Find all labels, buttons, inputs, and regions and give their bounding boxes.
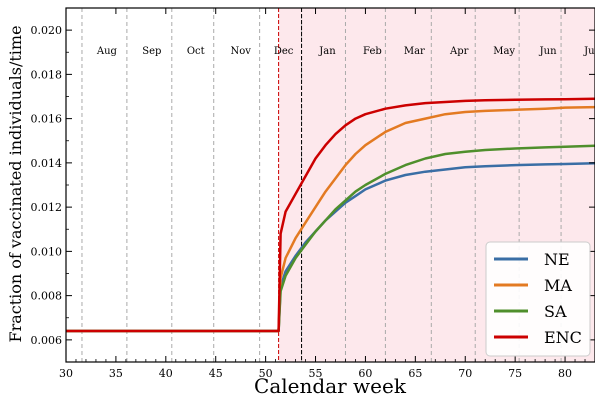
series-line-ne — [66, 162, 595, 333]
y-axis-title: Fraction of vaccinated individuals/time — [6, 25, 25, 342]
x-tick-label-35: 35 — [109, 367, 123, 380]
month-label-nov: Nov — [230, 46, 251, 57]
month-label-mar: Mar — [404, 46, 425, 57]
legend: NE MA SA ENC — [485, 241, 591, 357]
x-tick-label-65: 65 — [408, 367, 422, 380]
y-tick-label-7: 0.020 — [31, 24, 63, 37]
month-label-apr: Apr — [449, 46, 469, 57]
y-tick-label-6: 0.018 — [31, 68, 63, 81]
x-tick-label-80: 80 — [558, 367, 572, 380]
legend-label-ma: MA — [544, 276, 572, 295]
x-tick-label-50: 50 — [259, 367, 273, 380]
series-line-ma — [66, 105, 595, 333]
legend-label-ne: NE — [544, 250, 570, 269]
month-label-oct: Oct — [187, 46, 205, 57]
y-tick-label-3: 0.012 — [31, 201, 63, 214]
series-layer — [66, 97, 595, 333]
x-tick-label-45: 45 — [209, 367, 223, 380]
month-label-jan: Jan — [318, 46, 336, 57]
month-label-dec: Dec — [274, 46, 294, 57]
x-tick-label-40: 40 — [159, 367, 173, 380]
x-tick-label-30: 30 — [59, 367, 73, 380]
month-label-feb: Feb — [363, 46, 382, 57]
month-label-jul: Jul — [583, 46, 595, 57]
y-tick-label-1: 0.008 — [31, 290, 63, 303]
y-tick-label-0: 0.006 — [31, 334, 63, 347]
x-tick-label-60: 60 — [358, 367, 372, 380]
y-tick-label-5: 0.016 — [31, 113, 63, 126]
month-label-layer: Aug Sep Oct Nov Dec Jan Feb Mar Apr May Jun Jul — [96, 46, 595, 57]
x-axis-title: Calendar week — [254, 374, 407, 398]
axes-layer: 30 35 40 45 50 55 60 65 70 75 80 0.006 0.008 0.010 0.0… — [31, 7, 595, 380]
series-line-enc — [66, 97, 595, 333]
x-tick-label-75: 75 — [508, 367, 522, 380]
y-tick-label-2: 0.010 — [31, 245, 63, 258]
month-label-sep: Sep — [142, 46, 161, 57]
x-tick-label-55: 55 — [309, 367, 323, 380]
legend-label-sa: SA — [544, 302, 567, 321]
series-line-sa — [66, 144, 595, 333]
month-label-aug: Aug — [96, 46, 118, 57]
month-label-jun: Jun — [539, 46, 557, 57]
legend-label-enc: ENC — [544, 328, 582, 347]
legend-box — [485, 241, 591, 357]
y-tick-label-4: 0.014 — [31, 157, 63, 170]
x-tick-label-70: 70 — [458, 367, 472, 380]
month-label-may: May — [493, 46, 515, 57]
